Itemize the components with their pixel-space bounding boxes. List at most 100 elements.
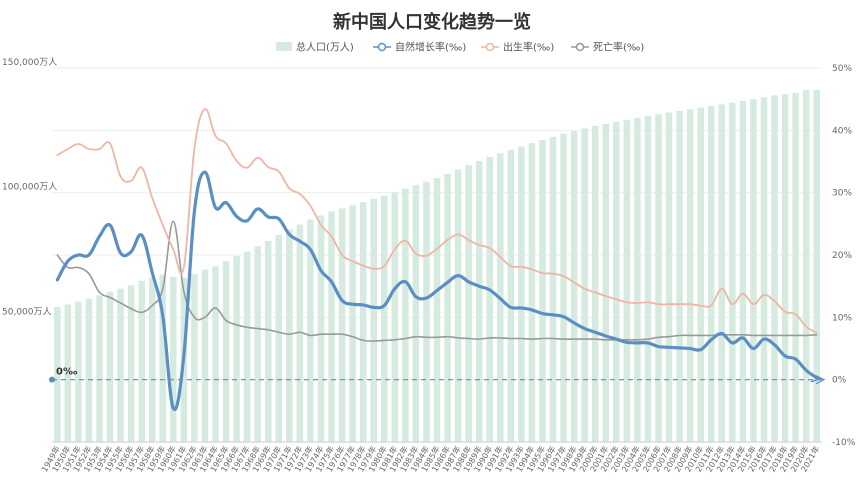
zero-line-label: 0‰ [56,367,78,378]
population-bar [233,256,240,442]
population-bar [96,295,103,442]
population-bar [602,123,610,442]
legend-item[interactable]: 出生率(‰) [481,41,554,54]
population-bar [286,229,293,442]
population-bar [528,143,536,442]
population-bar [581,128,588,442]
population-bar [486,156,494,442]
legend-item[interactable]: 总人口(万人) [276,41,354,54]
chart-title: 新中国人口变化趋势一览 [333,11,531,33]
population-bar [370,198,377,442]
population-bar [475,160,483,442]
population-bar [623,119,631,443]
population-bar [507,149,515,442]
population-bar [138,280,145,442]
population-bar [243,251,251,442]
y-right-tick-label: 10% [832,313,852,323]
axes: 50,000万人 100,000万人 150,000万人 -10% 0% 10% 20% 30… [2,57,856,448]
natural-growth-rate-line [55,170,819,412]
population-bar [359,201,367,442]
population-bar [686,109,694,443]
population-bar [117,288,124,442]
population-bar [707,106,715,442]
population-bar [813,89,820,442]
y-left-tick-label: 100,000万人 [2,182,57,193]
population-bar [106,291,114,442]
population-bar [634,117,641,443]
legend-label: 出生率(‰) [503,41,554,54]
death-rate-line [56,220,818,342]
population-bar [560,133,567,443]
y-right-tick-label: 40% [832,126,852,136]
population-bar [170,276,177,442]
population-bar [739,100,747,442]
population-bar [792,92,799,442]
population-bar [729,102,736,443]
legend-item[interactable]: 死亡率(‰) [571,41,644,54]
population-bar [254,246,261,442]
population-bar [750,99,757,442]
population-bar [148,277,156,442]
population-bar [264,240,272,442]
population-bar [802,89,810,443]
population-bar [402,188,409,442]
zero-line-arrow [815,375,826,385]
population-bar [64,304,72,442]
population-bar [570,130,578,442]
y-left-tick-label: 150,000万人 [2,57,57,68]
y-right-tick-label: 20% [832,251,852,261]
population-bar [454,169,462,442]
legend-swatch-dot [377,42,387,52]
population-bar [127,285,135,442]
population-bar [391,192,399,442]
x-axis-ticks: 1949年1950年1951年1952年1953年1954年1955年1956年… [39,444,821,474]
population-bar [760,97,768,442]
y-right-tick-label: 0% [832,376,847,386]
population-bar [75,301,82,442]
legend-swatch-bar [276,42,292,51]
population-bar [591,125,599,442]
birth-rate-line [56,108,818,334]
population-bar [412,185,420,442]
population-bar [781,94,789,442]
population-bar [697,107,704,442]
natural-growth-arrow [810,373,822,383]
legend-label: 死亡率(‰) [593,41,644,54]
population-bar [433,178,441,442]
population-bar [771,95,778,442]
population-bar [718,104,726,442]
population-bar [328,211,335,442]
population-bar [338,208,346,442]
population-bar [296,224,304,442]
legend-label: 自然增长率(‰) [395,41,466,54]
population-bar [444,173,451,442]
rate-lines [55,108,822,412]
population-bar [317,215,325,442]
population-bar [212,266,219,442]
population-bar [676,110,683,443]
legend-label: 总人口(万人) [296,41,354,54]
population-bar [613,121,620,443]
population-bar [380,195,388,442]
population-bar [465,165,472,442]
population-bar [644,115,652,443]
population-bar [539,140,546,442]
legend-swatch-dot [575,42,585,52]
population-bars [54,89,820,443]
population-bar [54,306,61,442]
y-right-tick-label: 50% [832,64,852,74]
legend[interactable]: 总人口(万人) 自然增长率(‰) 出生率(‰) 死亡率(‰) [276,41,644,54]
population-bar [655,114,662,442]
y-right-tick-label: 30% [832,189,852,199]
population-bar [85,298,93,442]
y-right-tick-label: -10% [832,438,856,448]
legend-item[interactable]: 自然增长率(‰) [373,41,466,54]
population-bar [159,274,167,442]
population-bar [191,274,198,442]
population-bar [222,261,230,442]
legend-swatch-dot [485,42,495,52]
population-bar [665,112,673,443]
population-bar [307,219,314,442]
population-bar [549,136,557,442]
